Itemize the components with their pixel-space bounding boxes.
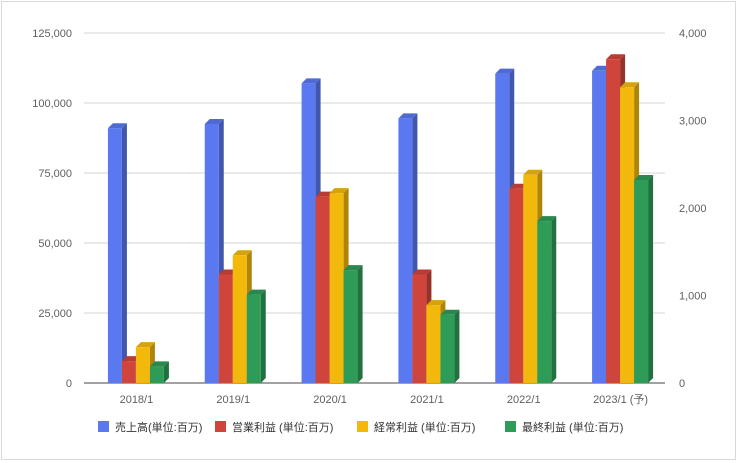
bar-front xyxy=(232,255,247,383)
bar xyxy=(149,361,169,383)
bar-front xyxy=(218,274,233,383)
bar-front xyxy=(343,270,358,383)
bar-top xyxy=(426,300,446,306)
bar-front xyxy=(329,193,344,383)
x-tick-label: 2020/1 xyxy=(313,394,347,406)
bar xyxy=(246,289,266,383)
bar-front xyxy=(107,128,122,383)
bar-front xyxy=(412,274,427,383)
bar-side xyxy=(357,265,363,383)
x-tick-label: 2018/1 xyxy=(120,394,154,406)
bar-top xyxy=(232,250,252,256)
legend-item: 最終利益 (単位:百万) xyxy=(505,420,623,434)
bar-front xyxy=(620,87,635,383)
bar-top xyxy=(412,269,432,275)
left-tick-label: 125,000 xyxy=(32,28,72,40)
gridlines xyxy=(84,32,665,384)
legend-item: 売上高(単位:百万) xyxy=(98,420,202,434)
legend-swatch xyxy=(505,421,516,432)
bar-side xyxy=(648,175,654,383)
right-tick-label: 0 xyxy=(679,378,685,390)
legend-label: 経常利益 (単位:百万) xyxy=(374,420,475,434)
legend-label: 最終利益 (単位:百万) xyxy=(522,420,623,434)
bar-front xyxy=(523,174,538,383)
bar-side xyxy=(163,361,169,383)
bar-top xyxy=(135,342,155,348)
legend-item: 営業利益 (単位:百万) xyxy=(215,420,333,434)
bar-top xyxy=(246,289,266,295)
bar-front xyxy=(149,366,164,383)
bar-front xyxy=(537,221,552,383)
bar-top xyxy=(440,309,460,315)
bar-top xyxy=(329,188,349,194)
bar-front xyxy=(301,83,316,384)
x-tick-label: 2023/1 (予) xyxy=(593,393,648,406)
left-axis: 0 25,000 50,000 75,000 100,000 125,000 xyxy=(32,28,72,390)
bar-top xyxy=(149,361,169,367)
legend-item: 経常利益 (単位:百万) xyxy=(357,420,475,434)
bar-top xyxy=(398,113,418,119)
left-tick-label: 75,000 xyxy=(38,168,72,180)
bar xyxy=(343,265,363,383)
bar-side xyxy=(551,216,557,383)
bar-front xyxy=(121,361,136,383)
bar-front xyxy=(398,118,413,384)
bar-top xyxy=(301,78,321,84)
right-tick-label: 2,000 xyxy=(679,203,707,215)
bar-front xyxy=(315,196,330,383)
right-tick-label: 1,000 xyxy=(679,291,707,303)
right-axis: 0 1,000 2,000 3,000 4,000 xyxy=(679,28,707,390)
x-tick-label: 2021/1 xyxy=(410,394,444,406)
bar-top xyxy=(204,119,224,124)
bars xyxy=(107,54,654,384)
legend-label: 営業利益 (単位:百万) xyxy=(232,420,333,434)
bar-side xyxy=(121,123,127,383)
bar xyxy=(440,309,460,383)
bar-front xyxy=(246,294,261,383)
bar-front xyxy=(634,180,649,383)
bar xyxy=(107,123,127,383)
legend-swatch xyxy=(215,421,226,432)
bar-front xyxy=(509,188,524,383)
left-tick-label: 25,000 xyxy=(38,308,72,320)
bar-top xyxy=(495,68,515,74)
bar-top xyxy=(523,169,543,175)
bar-side xyxy=(260,289,266,383)
right-tick-label: 3,000 xyxy=(679,116,707,128)
bar xyxy=(634,175,654,383)
bar-front xyxy=(592,70,607,384)
bar-top xyxy=(606,54,626,60)
bar xyxy=(537,216,557,383)
bar-front xyxy=(495,73,510,383)
x-axis: 2018/1 2019/1 2020/1 2021/1 2022/1 2023/1 (予) xyxy=(120,393,649,406)
bar-top xyxy=(634,175,654,180)
bar-top xyxy=(107,123,127,129)
left-tick-label: 50,000 xyxy=(38,238,72,250)
bar-front xyxy=(204,124,219,383)
left-tick-label: 0 xyxy=(66,378,72,390)
x-tick-label: 2022/1 xyxy=(507,394,541,406)
bar-front xyxy=(135,347,150,383)
legend-label: 売上高(単位:百万) xyxy=(115,420,202,434)
bar-side xyxy=(454,309,460,383)
legend: 売上高(単位:百万) 営業利益 (単位:百万) 経常利益 (単位:百万) 最終利益 (… xyxy=(98,420,623,434)
right-tick-label: 4,000 xyxy=(679,28,707,40)
bar-top xyxy=(343,265,363,271)
x-tick-label: 2019/1 xyxy=(216,394,250,406)
bar-front xyxy=(606,59,621,383)
bar-front xyxy=(426,305,441,383)
left-tick-label: 100,000 xyxy=(32,98,72,110)
bar-top xyxy=(537,216,557,222)
legend-swatch xyxy=(357,421,368,432)
legend-swatch xyxy=(98,421,109,432)
bar-front xyxy=(440,314,455,383)
bar-top xyxy=(620,82,640,88)
